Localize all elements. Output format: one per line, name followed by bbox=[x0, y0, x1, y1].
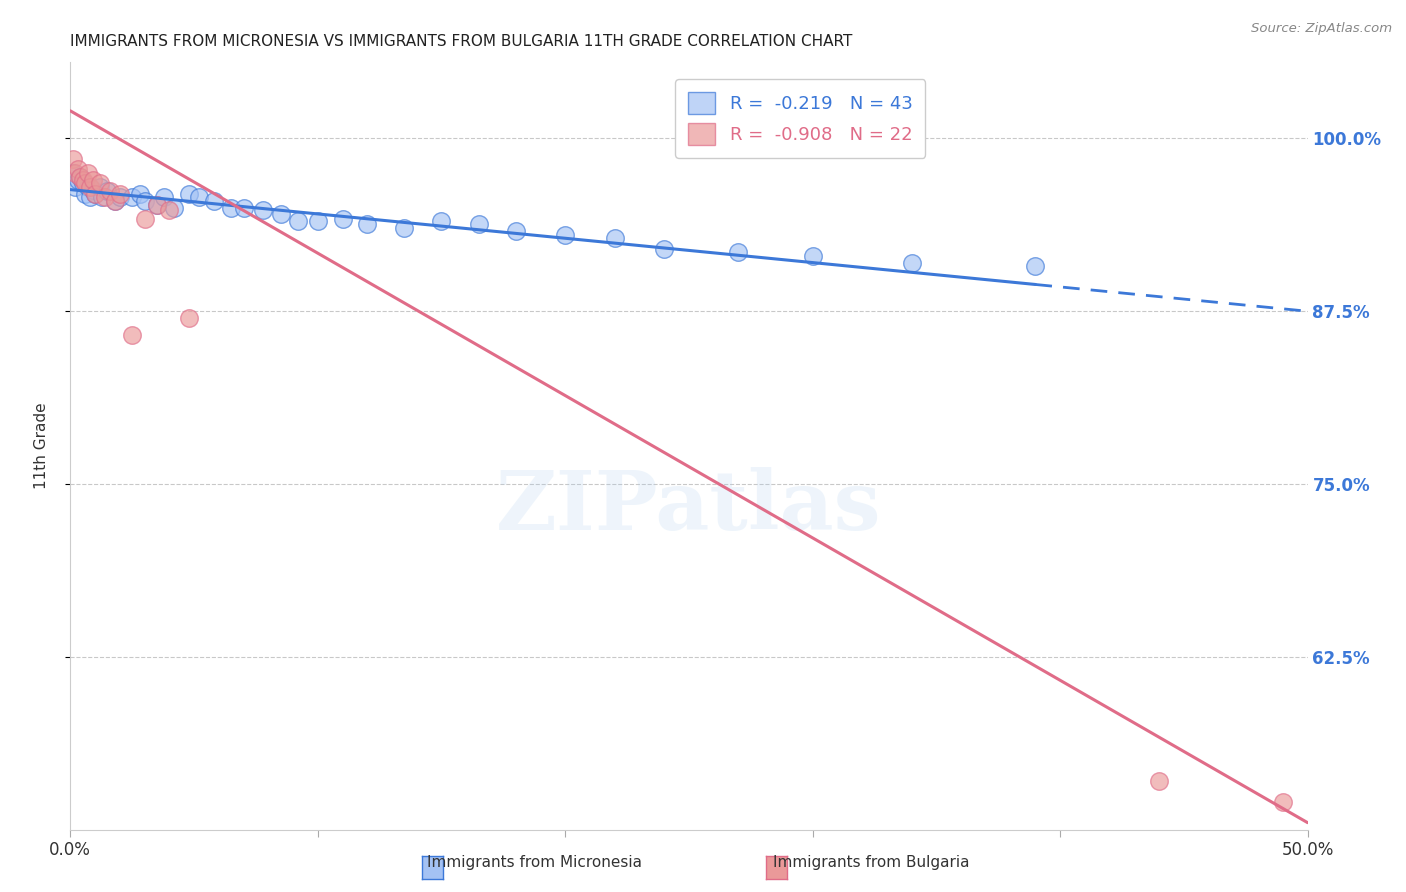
Point bbox=[121, 189, 143, 203]
Point bbox=[134, 211, 156, 226]
Point bbox=[104, 194, 127, 208]
Point bbox=[146, 198, 169, 212]
Text: ZIPatlas: ZIPatlas bbox=[496, 467, 882, 548]
Point bbox=[232, 201, 254, 215]
Point bbox=[104, 194, 127, 208]
Point bbox=[177, 186, 200, 201]
Text: Immigrants from Bulgaria: Immigrants from Bulgaria bbox=[773, 855, 970, 870]
Point bbox=[76, 166, 98, 180]
Point bbox=[72, 176, 94, 190]
Point bbox=[89, 176, 111, 190]
Point bbox=[394, 221, 416, 235]
Point bbox=[66, 161, 89, 176]
Point bbox=[76, 179, 98, 194]
Point bbox=[108, 186, 131, 201]
Point bbox=[252, 203, 274, 218]
Point bbox=[79, 189, 101, 203]
Point bbox=[157, 203, 180, 218]
Point bbox=[1147, 774, 1170, 789]
Point bbox=[134, 194, 156, 208]
Text: Immigrants from Micronesia: Immigrants from Micronesia bbox=[427, 855, 641, 870]
Point bbox=[332, 211, 354, 226]
Point bbox=[652, 242, 675, 256]
Point bbox=[75, 186, 97, 201]
Point bbox=[467, 217, 489, 231]
Point bbox=[900, 256, 922, 270]
Point bbox=[82, 183, 104, 197]
Point bbox=[84, 186, 107, 201]
Point bbox=[801, 249, 824, 263]
Point bbox=[727, 244, 749, 259]
Point bbox=[66, 173, 89, 187]
Point bbox=[163, 201, 186, 215]
Point bbox=[65, 166, 87, 180]
Point bbox=[121, 327, 143, 342]
Point bbox=[65, 179, 87, 194]
Point bbox=[72, 173, 94, 187]
Point bbox=[603, 231, 626, 245]
Point bbox=[287, 214, 309, 228]
Point bbox=[188, 189, 211, 203]
Point bbox=[108, 189, 131, 203]
Point bbox=[270, 207, 292, 221]
Point bbox=[505, 224, 527, 238]
Point bbox=[69, 170, 91, 185]
Legend: R =  -0.219   N = 43, R =  -0.908   N = 22: R = -0.219 N = 43, R = -0.908 N = 22 bbox=[675, 79, 925, 158]
Point bbox=[62, 152, 84, 166]
Text: Source: ZipAtlas.com: Source: ZipAtlas.com bbox=[1251, 22, 1392, 36]
Point bbox=[79, 179, 101, 194]
Point bbox=[177, 311, 200, 326]
Point bbox=[75, 176, 97, 190]
Point bbox=[82, 173, 104, 187]
Point bbox=[153, 189, 176, 203]
Point bbox=[89, 179, 111, 194]
Text: IMMIGRANTS FROM MICRONESIA VS IMMIGRANTS FROM BULGARIA 11TH GRADE CORRELATION CH: IMMIGRANTS FROM MICRONESIA VS IMMIGRANTS… bbox=[70, 34, 852, 49]
Y-axis label: 11th Grade: 11th Grade bbox=[35, 402, 49, 490]
Point bbox=[91, 189, 114, 203]
Point bbox=[94, 189, 117, 203]
Point bbox=[307, 214, 329, 228]
Point bbox=[1024, 259, 1046, 273]
Point bbox=[128, 186, 150, 201]
Point bbox=[84, 186, 107, 201]
Point bbox=[430, 214, 453, 228]
Point bbox=[356, 217, 378, 231]
Point bbox=[98, 184, 121, 198]
Point bbox=[202, 194, 225, 208]
Point bbox=[62, 166, 84, 180]
Point bbox=[69, 170, 91, 185]
Point bbox=[219, 201, 242, 215]
Point bbox=[146, 198, 169, 212]
Point bbox=[96, 184, 118, 198]
Point bbox=[1271, 795, 1294, 809]
Point bbox=[554, 228, 576, 243]
